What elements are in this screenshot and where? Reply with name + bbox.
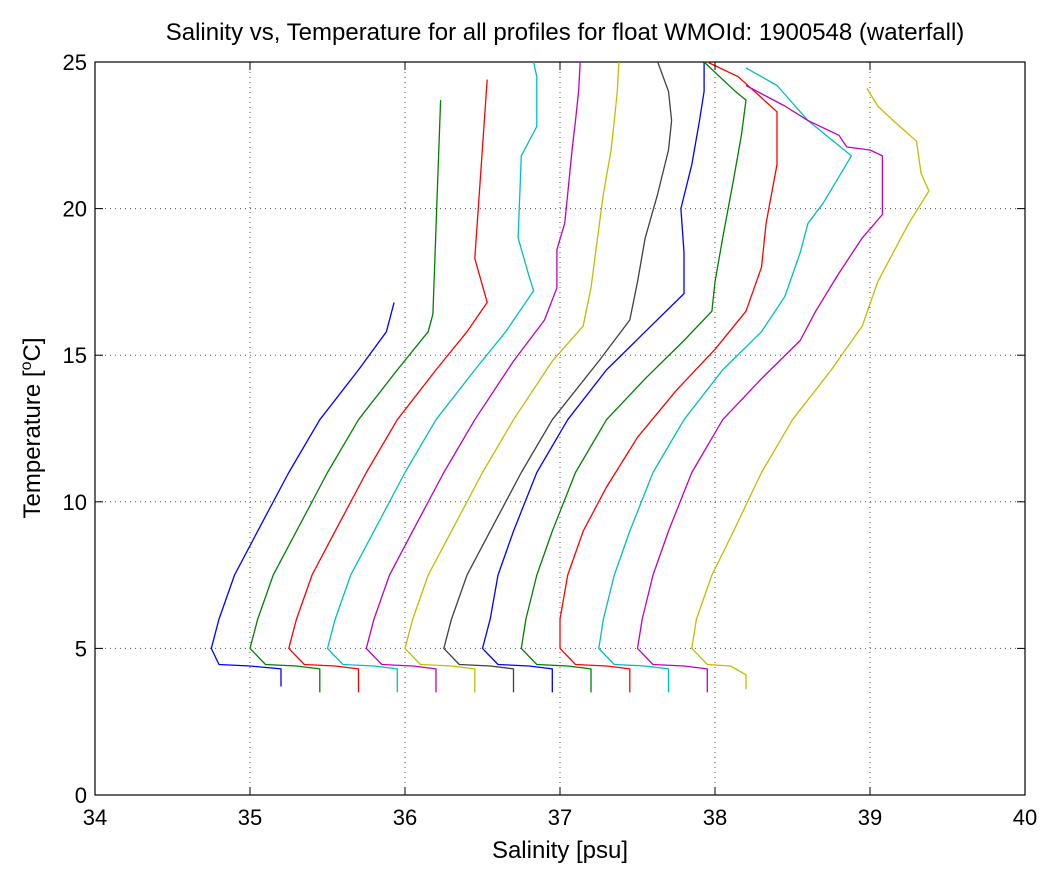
x-tick-label: 35 [238,805,262,830]
profile-line [481,62,705,693]
profile-line [559,61,778,693]
y-tick-label: 20 [63,197,87,222]
profile-line [326,61,538,693]
profile-line [636,84,884,693]
x-tick-label: 38 [703,805,727,830]
x-tick-label: 39 [858,805,882,830]
profile-line [365,61,581,693]
profile-line [443,61,673,693]
profile-line [249,100,442,693]
x-tick-label: 40 [1013,805,1037,830]
y-tick-label: 0 [75,783,87,808]
profile-line [691,88,930,690]
y-tick-label: 25 [63,50,87,75]
y-axis-label: Temperature [oC] [18,338,46,519]
x-tick-label: 34 [83,805,107,830]
y-tick-label: 5 [75,636,87,661]
grid [95,62,1025,795]
y-axis-label-superscript: o [18,361,35,370]
profile-line [520,61,747,693]
chart-title: Salinity vs, Temperature for all profile… [166,19,965,46]
y-tick-label: 10 [63,490,87,515]
y-axis-label-suffix: C] [19,338,46,362]
x-axis-label: Salinity [psu] [492,837,628,864]
x-tick-label: 36 [393,805,417,830]
y-tick-label: 15 [63,343,87,368]
series-group [210,61,930,693]
profile-line [598,67,853,693]
y-axis-label-prefix: Temperature [ [19,370,46,518]
y-axis-ticks: 0 5 10 15 20 25 [63,50,1025,808]
profile-line [288,79,488,693]
profile-line [210,302,395,687]
profile-line [404,61,620,693]
x-axis-ticks: 34 35 36 37 38 39 40 [83,62,1037,830]
x-tick-label: 37 [548,805,572,830]
plot-area [94,61,1026,796]
